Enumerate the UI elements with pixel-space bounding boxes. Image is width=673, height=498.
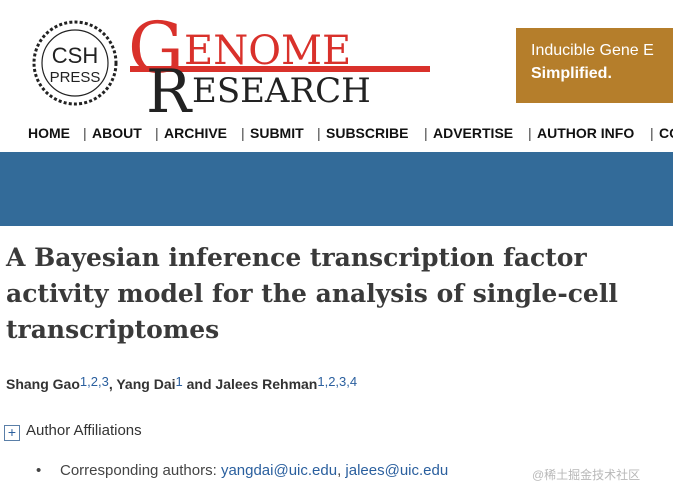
csh-press-logo[interactable]: CSH PRESS <box>30 18 120 108</box>
author-separator: and <box>182 376 216 392</box>
logo-word-esearch: ESEARCH <box>192 71 371 111</box>
author-separator: , <box>108 376 117 392</box>
author-affiliations-toggle[interactable]: + Author Affiliations <box>4 422 142 441</box>
ad-banner[interactable]: Inducible Gene E Simplified. <box>516 28 673 103</box>
nav-about[interactable]: ABOUT <box>92 125 142 141</box>
nav-home[interactable]: HOME <box>28 125 70 141</box>
nav-author-info[interactable]: AUTHOR INFO <box>537 125 635 141</box>
ad-line2: Simplified. <box>531 65 612 82</box>
bullet-icon: • <box>36 462 42 479</box>
author-affiliations-label[interactable]: Author Affiliations <box>26 422 142 439</box>
logo-letter-g: G <box>128 8 184 89</box>
article-title: A Bayesian inference transcription facto… <box>6 243 618 344</box>
email-link[interactable]: jalees@uic.edu <box>345 462 449 479</box>
email-separator: , <box>337 462 346 479</box>
author-affiliation-refs[interactable]: 1,2,3 <box>79 374 109 389</box>
author-name[interactable]: Jalees Rehman <box>215 376 318 392</box>
nav-submit[interactable]: SUBMIT <box>250 125 304 141</box>
logo-word-enome: ENOME <box>184 28 351 74</box>
corresponding-label: Corresponding authors: <box>60 462 221 479</box>
corresponding-line: Corresponding authors: yangdai@uic.edu, … <box>60 462 448 479</box>
author-name[interactable]: Shang Gao <box>6 376 80 392</box>
nav-separator: | <box>155 125 159 141</box>
nav-separator: | <box>650 125 654 141</box>
author-affiliation-refs[interactable]: 1 <box>175 374 183 389</box>
nav-subscribe[interactable]: SUBSCRIBE <box>326 125 409 141</box>
author-affiliation-refs[interactable]: 1,2,3,4 <box>317 374 358 389</box>
nav-contact-truncated[interactable]: CO <box>659 125 673 141</box>
watermark: @稀土掘金技术社区 <box>532 468 641 482</box>
author-list: Shang Gao1,2,3, Yang Dai1 and Jalees Reh… <box>6 374 358 392</box>
nav-advertise[interactable]: ADVERTISE <box>433 125 514 141</box>
csh-logo-line1: CSH <box>52 43 98 68</box>
csh-logo-line2: PRESS <box>50 69 101 86</box>
nav-separator: | <box>317 125 321 141</box>
nav-separator: | <box>83 125 87 141</box>
blue-banner <box>0 152 673 226</box>
genome-research-logo[interactable]: G ENOME R ESEARCH <box>126 8 436 120</box>
site-header: CSH PRESS G ENOME R ESEARCH Inducible Ge… <box>0 0 673 120</box>
nav-separator: | <box>241 125 245 141</box>
nav-separator: | <box>528 125 532 141</box>
logo-letter-r: R <box>146 57 193 120</box>
expand-plus-icon[interactable]: + <box>4 425 20 441</box>
nav-separator: | <box>424 125 428 141</box>
email-link[interactable]: yangdai@uic.edu <box>220 462 338 479</box>
author-name[interactable]: Yang Dai <box>116 376 176 392</box>
ad-line1: Inducible Gene E <box>531 42 654 59</box>
nav-archive[interactable]: ARCHIVE <box>164 125 228 141</box>
top-nav: HOME | ABOUT | ARCHIVE | SUBMIT | SUBSCR… <box>0 124 673 144</box>
